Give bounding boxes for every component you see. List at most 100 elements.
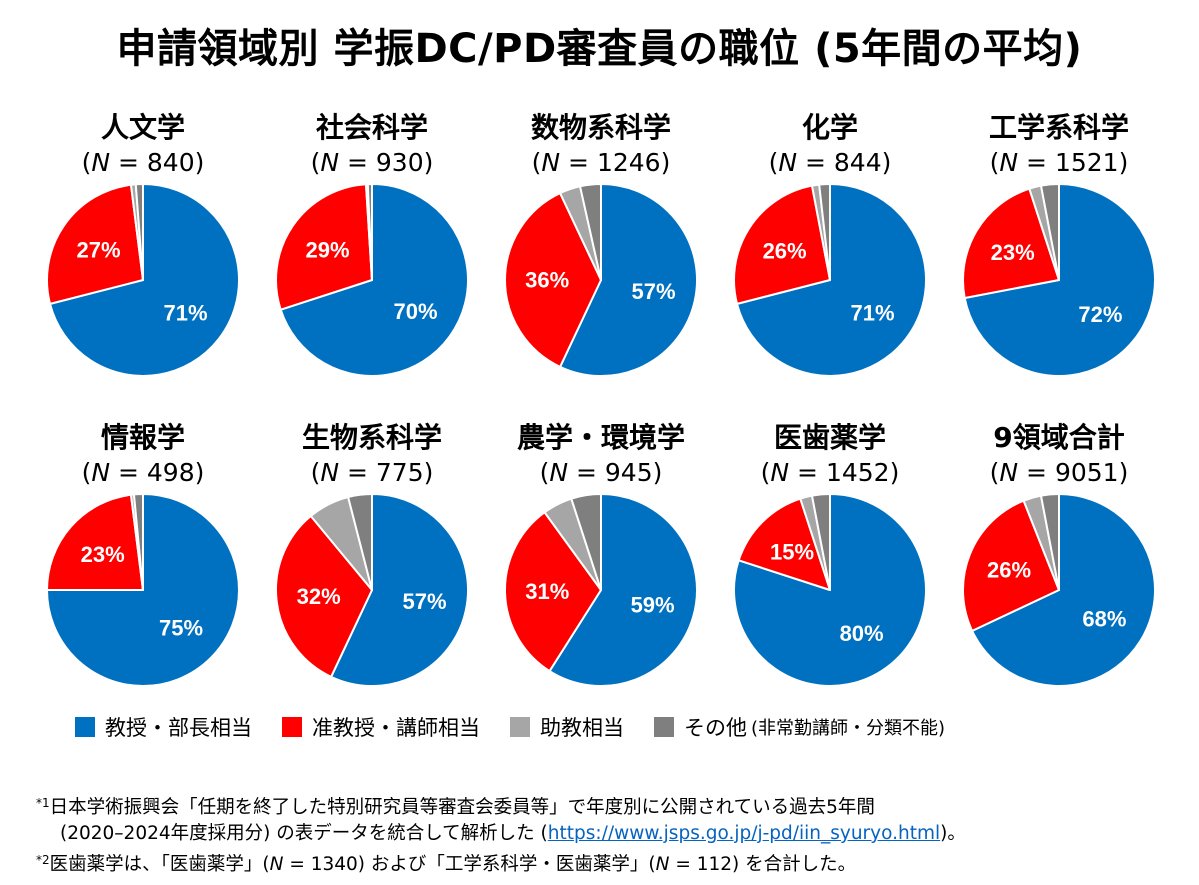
pie-slice-associate [46, 493, 144, 591]
n-value: 945 [604, 458, 653, 487]
pie-chart-7: 生物系科学 (N = 775) 57% 32% [257, 420, 487, 690]
footnote-1-mark: *1 [36, 796, 50, 810]
pie-label-professor: 80% [840, 621, 884, 646]
pie-chart-5: 工学系科学 (N = 1521) 72% 23% [944, 110, 1174, 380]
pie-sample-size: (N = 1521) [989, 148, 1129, 177]
n-value: 1246 [596, 148, 661, 177]
pie-label-professor: 72% [1078, 302, 1122, 327]
pie-sample-size: (N = 1452) [760, 458, 900, 487]
n-value: 844 [833, 148, 882, 177]
pie-chart-4: 化学 (N = 844) 71% 26% [715, 110, 945, 380]
legend-sublabel-other: (非常勤講師・分類不能) [751, 718, 946, 739]
footnote-2-text-post: = 112) を合計した。 [675, 854, 857, 875]
n-value: 498 [146, 458, 195, 487]
pie-chart-2: 社会科学 (N = 930) 70% 29% [257, 110, 487, 380]
pie-sample-size: (N = 930) [310, 148, 434, 177]
pie-label-professor: 71% [163, 300, 207, 325]
pie-slice-other [570, 493, 602, 591]
page-title: 申請領域別 学振DC/PD審査員の職位 (5年間の平均) [116, 26, 1083, 72]
n-symbol: N [320, 148, 340, 177]
pie-slice-professor [279, 183, 469, 377]
footnote-2-n-symbol-2: N [655, 854, 670, 875]
pie-chart-6: 情報学 (N = 498) 75% 23% [28, 420, 258, 690]
pie-svg: 57% 36% [504, 183, 699, 377]
pie-slice-professor [49, 183, 240, 377]
pie-slice-other [1040, 493, 1060, 591]
pie-title: 工学系科学 [988, 111, 1129, 144]
footnote-1-text-pre: (2020–2024年度採用分) の表データを統合して解析した ( [60, 823, 548, 844]
legend-label-other: その他 [684, 716, 747, 740]
pie-slice-professor [548, 493, 698, 687]
legend-item-assistant: 助教相当 [510, 712, 624, 742]
pie-title: 情報学 [100, 421, 185, 454]
source-link[interactable]: https://www.jsps.go.jp/j-pd/iin_syuryo.h… [547, 823, 941, 844]
pie-svg: 57% 32% [275, 493, 470, 687]
pie-svg: 70% 29% [275, 182, 469, 377]
footnote-2-text-mid: = 1340) および「工学系科学・医歯薬学」( [289, 854, 656, 875]
legend-item-other: その他 (非常勤講師・分類不能) [654, 712, 945, 742]
n-symbol: N [91, 148, 111, 177]
pie-svg: 68% 26% [962, 493, 1156, 687]
pie-sample-size: (N = 775) [310, 458, 434, 487]
legend-item-professor: 教授・部長相当 [75, 712, 252, 742]
pie-label-professor: 57% [402, 589, 446, 614]
pie-chart-10: 9領域合計 (N = 9051) 68% 26% [944, 420, 1174, 690]
pie-title: 生物系科学 [301, 421, 442, 454]
legend: 教授・部長相当 准教授・講師相当 助教相当 その他 (非常勤講師・分類不能) [75, 712, 1175, 742]
pie-chart-3: 数物系科学 (N = 1246) 57% 36% [486, 110, 716, 380]
n-value: 1452 [825, 458, 890, 487]
pie-slice-professor [733, 493, 927, 687]
pie-slice-other [1040, 183, 1060, 281]
pie-title: 人文学 [100, 111, 185, 144]
n-value: 840 [146, 148, 195, 177]
pie-slice-other [818, 182, 831, 281]
pie-slice-associate [275, 515, 373, 678]
pie-slice-professor [736, 183, 927, 377]
pie-label-associate: 26% [763, 239, 807, 264]
pie-chart-8: 農学・環境学 (N = 945) 59% 31% [486, 420, 716, 690]
legend-label-assistant: 助教相当 [540, 716, 624, 740]
n-symbol: N [549, 458, 569, 487]
n-symbol: N [770, 458, 790, 487]
pie-slice-associate [962, 499, 1060, 632]
pie-slice-other [132, 493, 144, 591]
pie-title: 社会科学 [315, 111, 428, 144]
pie-label-associate: 26% [987, 558, 1031, 583]
pie-label-professor: 57% [631, 279, 675, 304]
n-value: 9051 [1054, 458, 1119, 487]
pie-slice-professor [330, 493, 470, 687]
pie-slice-other [366, 182, 373, 281]
footnote-2: *2医歯薬学は、「医歯薬学」(N = 1340) および「工学系科学・医歯薬学」… [36, 847, 1186, 878]
legend-swatch-other [654, 717, 674, 737]
n-symbol: N [778, 148, 798, 177]
pie-label-professor: 59% [631, 593, 675, 618]
pie-slice-other [134, 182, 144, 281]
pie-label-professor: 75% [159, 616, 203, 641]
legend-item-associate: 准教授・講師相当 [282, 712, 480, 742]
footnote-1-line-2: (2020–2024年度採用分) の表データを統合して解析した (https:/… [36, 821, 1186, 847]
pie-slice-associate [504, 192, 602, 368]
pie-slice-other [347, 493, 373, 591]
pie-svg: 59% 31% [503, 493, 698, 687]
pie-slice-other [811, 493, 831, 591]
pie-svg: 71% 27% [46, 182, 240, 377]
pie-sample-size: (N = 945) [539, 458, 663, 487]
pie-sample-size: (N = 498) [81, 458, 205, 487]
pie-slice-associate [275, 183, 373, 311]
pie-slice-associate [503, 511, 602, 673]
pie-sample-size: (N = 844) [768, 148, 892, 177]
pie-title: 医歯薬学 [773, 421, 886, 454]
n-value: 930 [375, 148, 424, 177]
pie-title: 9領域合計 [993, 421, 1125, 454]
footnotes: *1日本学術振興会「任期を終了した特別研究員等審査会委員等」で年度別に公開されて… [36, 790, 1186, 878]
pie-label-professor: 68% [1082, 606, 1126, 631]
footnote-1-text: 日本学術振興会「任期を終了した特別研究員等審査会委員等」で年度別に公開されている… [49, 797, 875, 818]
n-symbol: N [320, 458, 340, 487]
pie-title: 農学・環境学 [516, 421, 685, 454]
pie-label-professor: 71% [850, 300, 894, 325]
pie-slice-professor [971, 493, 1156, 687]
pie-svg: 75% 23% [46, 493, 240, 687]
pie-chart-9: 医歯薬学 (N = 1452) 80% 15% [715, 420, 945, 690]
pie-sample-size: (N = 840) [81, 148, 205, 177]
pie-slice-associate [962, 187, 1060, 299]
